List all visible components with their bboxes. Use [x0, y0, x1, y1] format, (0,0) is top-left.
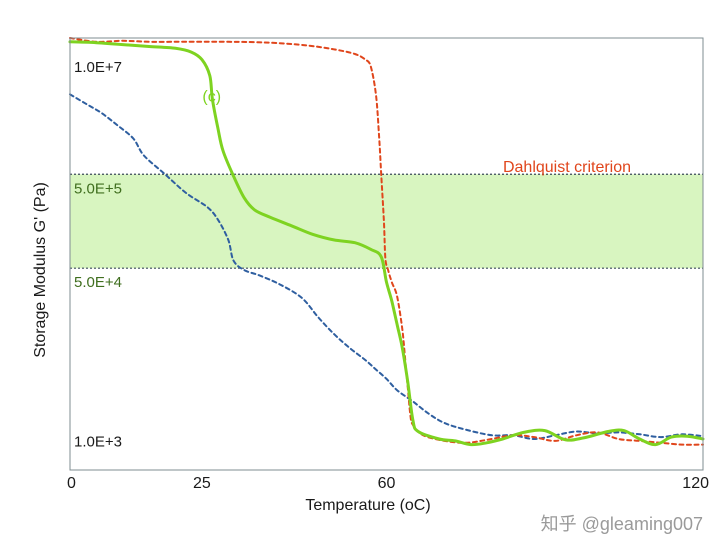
series-c-line [68, 40, 705, 447]
y-level-label: 1.0E+3 [74, 434, 122, 451]
x-tick-labels: 0 25 60 120 [67, 475, 709, 492]
watermark: 知乎 @gleaming007 [541, 514, 703, 534]
x-tick-label: 25 [193, 475, 211, 492]
x-tick-label: 0 [67, 475, 76, 492]
y-axis-title: Storage Modulus G' (Pa) [32, 182, 49, 358]
y-level-label: 1.0E+7 [74, 59, 122, 76]
x-axis-title: Temperature (oC) [305, 497, 430, 514]
series-red-dashed-line [69, 37, 704, 446]
x-tick-label: 60 [378, 475, 396, 492]
y-level-labels: 1.0E+7 5.0E+5 5.0E+4 1.0E+3 [74, 59, 122, 451]
band-layer [70, 173, 703, 269]
y-level-label: 5.0E+5 [74, 180, 122, 197]
dahlquist-band [70, 174, 703, 269]
series-c-annotation: (c) [202, 89, 221, 106]
series-layer [68, 37, 705, 447]
x-tick-label: 120 [682, 475, 709, 492]
plot-frame [69, 37, 704, 471]
series-blue-dashed-line [69, 93, 704, 440]
band-label: Dahlquist criterion [503, 159, 631, 176]
y-level-label: 5.0E+4 [74, 274, 122, 291]
